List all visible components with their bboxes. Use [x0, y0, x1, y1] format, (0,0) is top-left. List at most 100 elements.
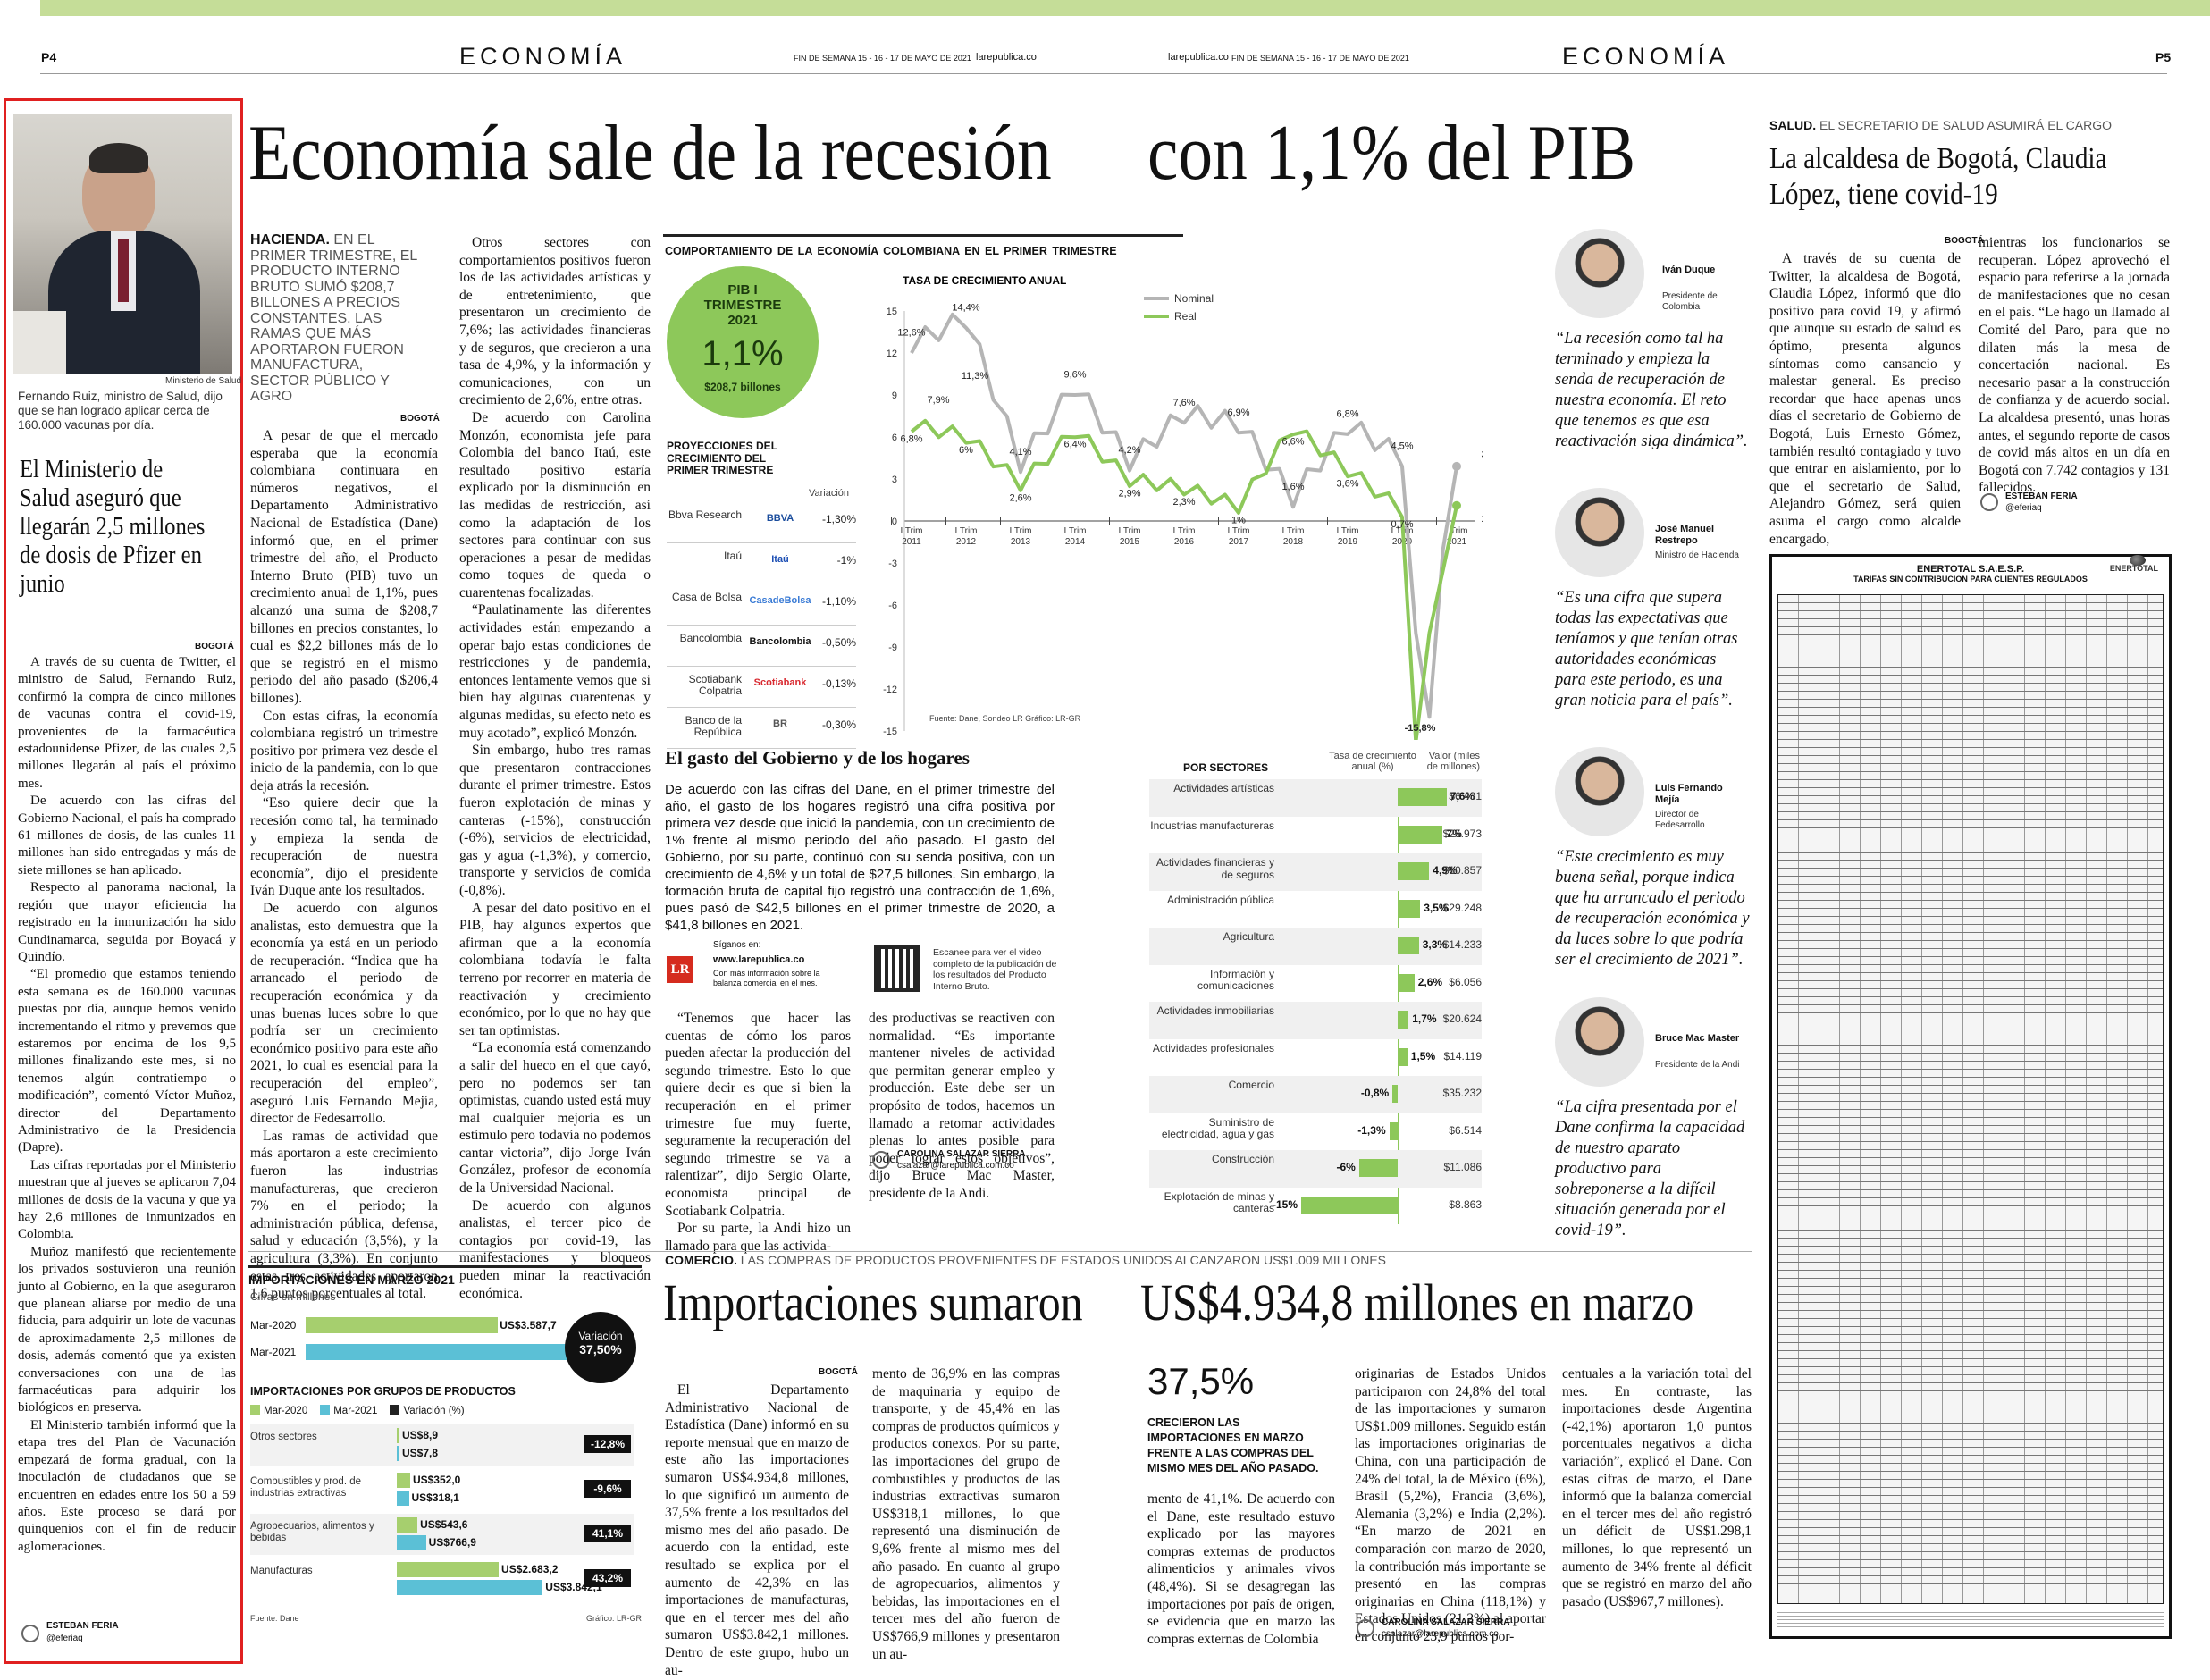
- projection-logo: Scotiabank: [753, 677, 807, 688]
- sector-row-bg: [1149, 928, 1482, 965]
- sector-value-label: 4,9%: [1433, 864, 1458, 877]
- imports-kicker-text: LAS COMPRAS DE PRODUCTOS PROVENIENTES DE…: [740, 1253, 1386, 1267]
- projections-col-label: Variación: [809, 488, 850, 499]
- sector-value-label: -15%: [1272, 1197, 1298, 1211]
- legend-label: Variación (%): [403, 1406, 465, 1416]
- data-label: 6,6%: [1281, 437, 1304, 448]
- quote-name: Luis Fernando Mejía: [1655, 783, 1723, 805]
- quote-name: José Manuel Restrepo: [1655, 524, 1715, 546]
- group-bar-value: US$8,9: [402, 1429, 439, 1441]
- data-label: 14,4%: [952, 302, 979, 313]
- projection-value: -1,30%: [821, 513, 856, 525]
- sidebar-p2: De acuerdo con las cifras del Gobierno N…: [18, 794, 236, 878]
- projection-row: Scotiabank Colpatria Scotiabank -0,13%: [667, 667, 856, 708]
- y-tick-label: 0: [892, 517, 897, 527]
- legend-label: Mar-2020: [264, 1406, 308, 1416]
- data-label: 2,9%: [1118, 489, 1140, 500]
- data-label: 12,6%: [897, 328, 925, 339]
- lr-logo: LR: [667, 956, 693, 983]
- sector-value-label: -0,8%: [1360, 1087, 1390, 1099]
- imports-col3: mento de 41,1%. De acuerdo con el Dane, …: [1147, 1491, 1335, 1647]
- quote-role: Presidente de la Andi: [1655, 1060, 1740, 1070]
- page-number-left: P4: [41, 50, 57, 64]
- right-author-handle: @eferiaq: [2005, 503, 2042, 513]
- sidebar-p1: A través de su cuenta de Twitter, el min…: [18, 655, 236, 791]
- main-col2-p7: De acuerdo con algunos analistas, el ter…: [459, 1197, 651, 1301]
- sector-value-label: -1,3%: [1357, 1123, 1386, 1137]
- x-tick-label-year: 2014: [1065, 537, 1086, 547]
- group-bar-value: US$2.683,2: [501, 1563, 559, 1575]
- main-author-email: csalazar@larepublica.com.co: [897, 1161, 1014, 1171]
- projection-value: -0,30%: [821, 718, 856, 731]
- quote-portrait: [1555, 488, 1644, 577]
- group-label: Manufacturas: [250, 1566, 313, 1576]
- data-label: 0,7%: [1391, 519, 1413, 530]
- sector-label: Actividades artísticas: [1173, 782, 1274, 794]
- imports-big-caption: CRECIERON LAS IMPORTACIONES EN MARZO FRE…: [1147, 1416, 1319, 1474]
- sector-value-label: 1,7%: [1412, 1012, 1437, 1025]
- extra-label: 11,3%: [962, 371, 989, 382]
- projection-row: Itaú Itaú -1%: [667, 543, 856, 584]
- sub-body: De acuerdo con las cifras del Dane, en e…: [665, 782, 1055, 933]
- x-tick-label: I Trim: [1119, 526, 1141, 536]
- sidebar-p3: Respecto al panorama nacional, la región…: [18, 880, 236, 964]
- group-bar-value: US$352,0: [412, 1474, 461, 1486]
- growth-line-chart: TASA DE CRECIMIENTO ANUAL 15 12 9 6 3 0 -3 -6 -9 -…: [883, 274, 1483, 740]
- data-label: 4,2%: [1118, 445, 1140, 456]
- section-title-left: ECONOMÍA: [459, 43, 627, 70]
- end-point-nominal: [1452, 461, 1461, 471]
- sector-amount: $6.056: [1449, 975, 1482, 988]
- sector-label: Comercio: [1228, 1079, 1274, 1091]
- sector-amount: $8.863: [1449, 1197, 1482, 1211]
- pib-circle: PIB I TRIMESTRE 2021 1,1% $208,7 billone…: [667, 266, 819, 418]
- series-line-real: [910, 418, 1458, 740]
- quote-name: Iván Duque: [1662, 265, 1716, 275]
- sidebar-city: BOGOTÁ: [195, 642, 234, 651]
- quote-text: “Es una cifra que supera todas las expec…: [1555, 589, 1738, 710]
- section-title-right: ECONOMÍA: [1562, 43, 1730, 70]
- x-tick-label-year: 2016: [1174, 537, 1195, 547]
- imports-chart-title: IMPORTACIONES EN MARZO 2021: [248, 1273, 455, 1287]
- sector-amount: $25.973: [1442, 827, 1482, 840]
- sector-amount: $14.233: [1442, 938, 1482, 951]
- projection-row: Casa de Bolsa CasadeBolsa -1,10%: [667, 584, 856, 626]
- x-tick-label: I Trim: [955, 526, 978, 536]
- sector-bar: [1398, 899, 1421, 918]
- scan-text: Escanee para ver el video completo de la…: [933, 947, 1057, 992]
- group-row-bg: [250, 1469, 634, 1510]
- sidebar-highlight-box: [4, 98, 243, 1664]
- projection-name: Itaú: [723, 550, 742, 562]
- group-bar-value: US$766,9: [428, 1536, 476, 1549]
- sector-value-label: 7%: [1446, 827, 1462, 840]
- data-label: 6,9%: [1227, 407, 1249, 418]
- groups-source: Fuente: Dane: [250, 1614, 299, 1623]
- data-label: 4,5%: [1391, 441, 1413, 452]
- photo-credit: Ministerio de Salud: [165, 376, 242, 386]
- sector-bar-chart: POR SECTORES Tasa de crecimiento anual (%…: [1149, 749, 1482, 1224]
- import-total-bar: [306, 1344, 571, 1360]
- main-lead-kicker: HACIENDA.: [250, 232, 330, 248]
- right-col1: A través de su cuenta de Twitter, la alc…: [1769, 251, 1961, 547]
- quote-role: Director de Fedesarrollo: [1655, 810, 1705, 830]
- qr-code[interactable]: [874, 945, 920, 992]
- group-bar: [397, 1535, 426, 1550]
- end-point-real: [1452, 500, 1461, 510]
- x-tick-label-year: 2021: [1447, 537, 1467, 547]
- main-headline-left: Economía sale de la recesión: [248, 110, 1052, 197]
- import-total-bar: [306, 1317, 499, 1333]
- group-variation: -12,8%: [584, 1435, 631, 1453]
- sector-bar: [1398, 1047, 1408, 1066]
- enertotal-ad[interactable]: ENERTOTAL S.A.E.S.P. TARIFAS SIN CONTRIB…: [1769, 554, 2172, 1639]
- data-label: 1,6%: [1281, 482, 1304, 492]
- y-tick-label: 12: [887, 349, 897, 359]
- main-col2-p6: “La economía está comenzando a salir del…: [459, 1040, 651, 1197]
- ad-subtitle: TARIFAS SIN CONTRIBUCION PARA CLIENTES R…: [1853, 575, 2088, 584]
- infographic-top-rule: [663, 234, 1183, 237]
- y-tick-label: 6: [892, 433, 897, 443]
- pib-label: PIB I TRIMESTRE 2021: [703, 282, 782, 328]
- y-tick-label: -6: [888, 601, 897, 611]
- projection-logo: Itaú: [771, 554, 789, 565]
- sidebar-p4: “El promedio que estamos teniendo esta s…: [18, 967, 236, 1155]
- right-city: BOGOTÁ: [1945, 236, 1984, 246]
- group-variation: 41,1%: [584, 1525, 631, 1542]
